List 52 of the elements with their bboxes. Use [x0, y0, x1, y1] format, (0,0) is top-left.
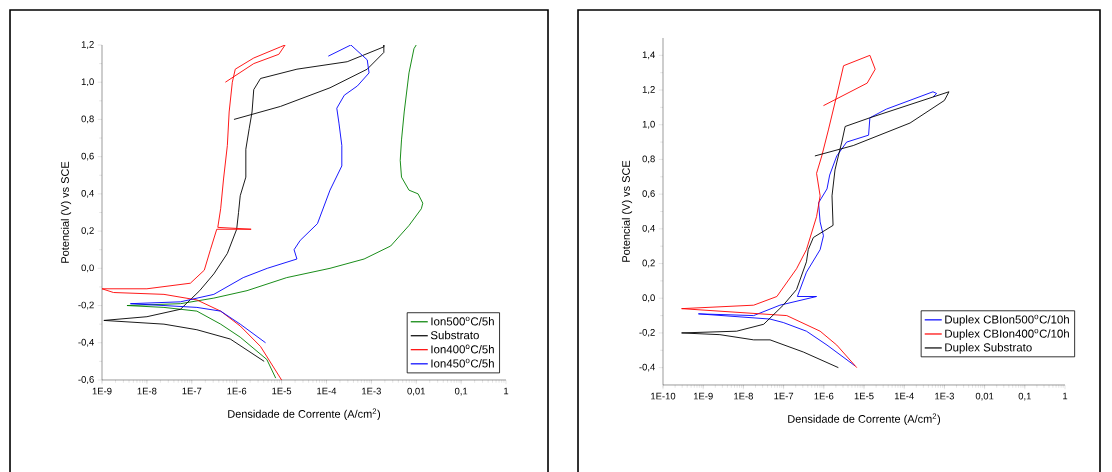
- y-tick-label: 0,2: [81, 227, 94, 236]
- x-tick-label: 1E-3: [362, 387, 381, 395]
- legend-label: Ion500$^{o}$C/5h: [431, 316, 494, 326]
- y-tick-label: -0,4: [639, 363, 655, 372]
- y-tick-label: 1,4: [642, 51, 655, 60]
- x-tick-label: 1E-9: [693, 392, 713, 400]
- x-tick-label: 1E-3: [935, 392, 954, 400]
- y-tick-label: 0,8: [81, 115, 94, 124]
- x-tick-label: 0,1: [454, 387, 468, 396]
- x-tick-label: 1E-6: [814, 392, 834, 400]
- x-tick-label: 1E-10: [651, 392, 676, 400]
- y-tick-label: 0,6: [642, 190, 655, 199]
- y-tick-label: 0,4: [81, 189, 94, 198]
- y-tick-label: -0,2: [639, 329, 655, 337]
- y-tick-label: 1,0: [642, 120, 655, 129]
- legend-label: Duplex CBIon400$^{o}$C/10h: [945, 328, 1069, 340]
- x-axis-title: Densidade de Corrente (A/cm$^{2}$): [228, 408, 381, 420]
- x-tick-label: 0,1: [1018, 392, 1031, 401]
- y-tick-label: -0,2: [78, 301, 94, 310]
- x-tick-label: 1: [504, 387, 509, 395]
- y-axis-title: Potencial (V) vs SCE: [621, 160, 633, 262]
- y-tick-label: -0,6: [78, 376, 94, 384]
- x-tick-label: 0,01: [407, 387, 425, 396]
- y-tick-label: 1,2: [642, 86, 655, 94]
- x-tick-label: 1E-8: [734, 392, 753, 400]
- y-tick-label: 0,0: [642, 294, 655, 303]
- x-tick-label: 1E-5: [854, 392, 874, 400]
- x-tick-label: 1E-8: [137, 387, 157, 395]
- legend-label: Substrato: [430, 330, 479, 340]
- legend-label: Duplex Substrato: [945, 343, 1032, 354]
- x-tick-label: 1: [1063, 392, 1068, 400]
- y-tick-label: 0,0: [81, 264, 94, 273]
- x-tick-label: 1E-6: [227, 387, 247, 395]
- x-axis-title: Densidade de Corrente (A/cm$^{2}$): [788, 413, 941, 425]
- x-tick-label: 1E-9: [92, 387, 112, 395]
- y-tick-label: 0,6: [81, 152, 94, 161]
- y-tick-label: 0,4: [642, 224, 655, 233]
- legend-label: Duplex CBIon500$^{o}$C/10h: [945, 314, 1069, 326]
- x-tick-label: 1E-5: [272, 387, 292, 395]
- legend-label: Ion400$^{o}$C/5h: [431, 344, 494, 354]
- x-tick-label: 1E-7: [774, 392, 794, 400]
- y-tick-label: 0,8: [642, 155, 655, 164]
- y-axis-title: Potencial (V) vs SCE: [60, 161, 72, 263]
- y-tick-label: 0,2: [642, 259, 655, 268]
- x-tick-label: 1E-4: [894, 392, 914, 400]
- y-tick-label: 1,0: [81, 78, 94, 87]
- x-tick-label: 0,01: [975, 392, 994, 401]
- legend-label: Ion450$^{o}$C/5h: [431, 358, 494, 368]
- x-tick-label: 1E-7: [182, 387, 202, 395]
- y-tick-label: -0,4: [78, 338, 94, 347]
- x-tick-label: 1E-4: [317, 387, 337, 395]
- y-tick-label: 1,2: [81, 41, 94, 49]
